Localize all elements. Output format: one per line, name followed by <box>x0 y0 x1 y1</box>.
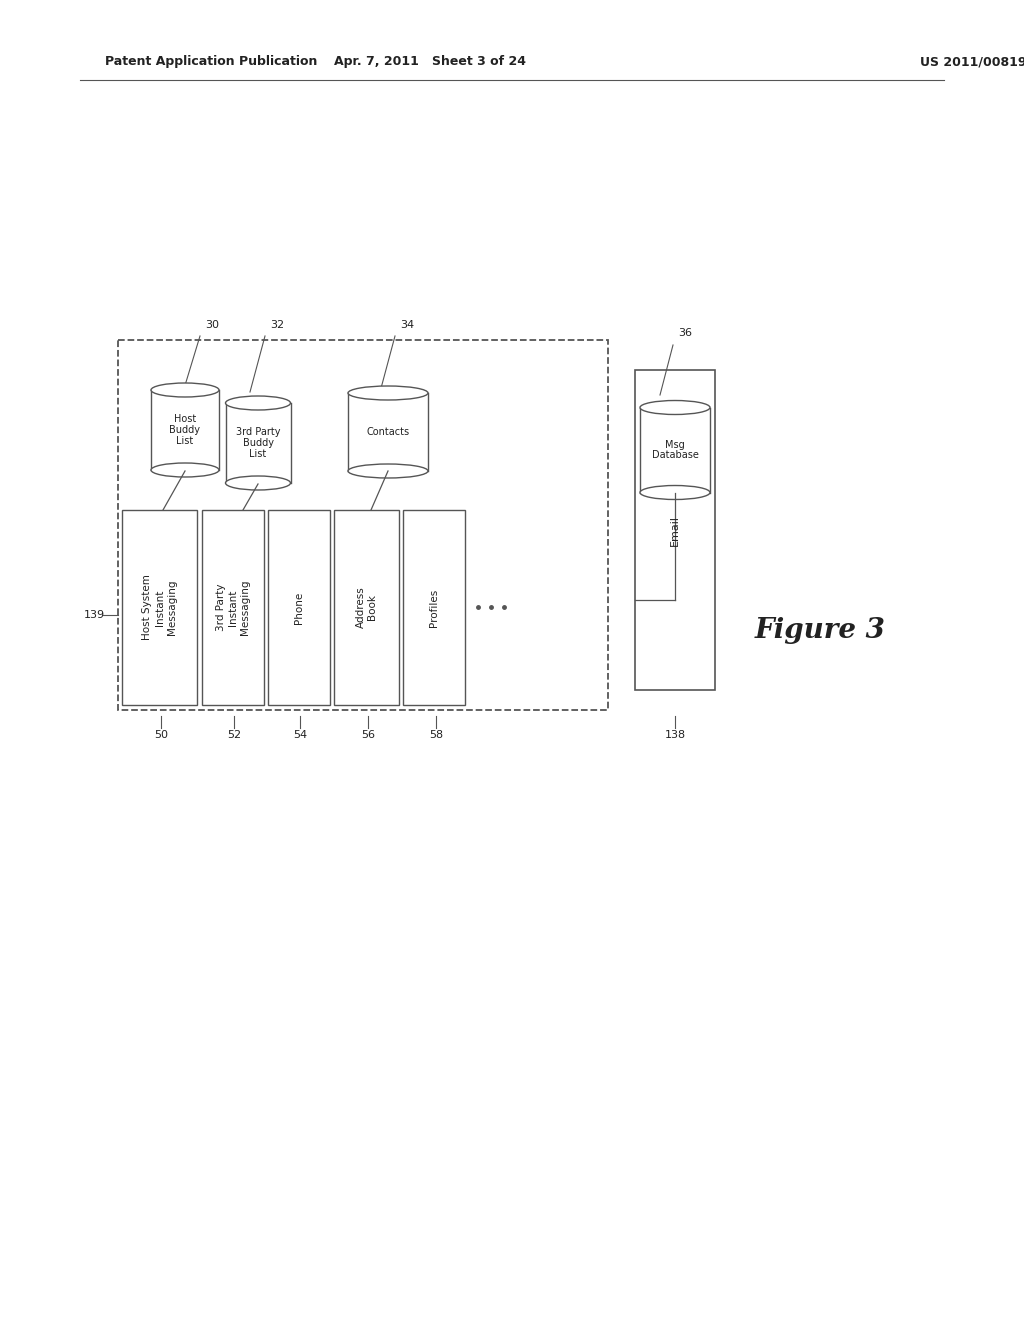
Text: List: List <box>250 449 266 459</box>
Text: 50: 50 <box>154 730 168 741</box>
Ellipse shape <box>151 383 219 397</box>
Text: 3rd Party: 3rd Party <box>216 583 226 631</box>
Bar <box>403 510 465 705</box>
Text: Profiles: Profiles <box>429 589 439 627</box>
Text: Host: Host <box>174 414 197 424</box>
Bar <box>268 510 330 705</box>
Text: Apr. 7, 2011   Sheet 3 of 24: Apr. 7, 2011 Sheet 3 of 24 <box>334 55 526 69</box>
Text: Database: Database <box>651 450 698 461</box>
Text: 30: 30 <box>205 319 219 330</box>
Ellipse shape <box>640 486 710 499</box>
Text: Instant: Instant <box>228 589 238 626</box>
Text: 36: 36 <box>678 327 692 338</box>
Text: List: List <box>176 436 194 446</box>
Text: Msg: Msg <box>666 440 685 450</box>
Bar <box>640 408 710 492</box>
Ellipse shape <box>348 465 428 478</box>
Text: 52: 52 <box>227 730 241 741</box>
Text: Address: Address <box>355 586 366 628</box>
Text: 139: 139 <box>83 610 104 620</box>
Text: Messaging: Messaging <box>240 579 250 635</box>
Bar <box>635 370 715 690</box>
Ellipse shape <box>225 396 291 411</box>
Bar <box>118 341 608 710</box>
Text: 34: 34 <box>400 319 414 330</box>
Text: Contacts: Contacts <box>367 426 410 437</box>
Text: Instant: Instant <box>155 589 165 626</box>
Text: 58: 58 <box>429 730 443 741</box>
Text: US 2011/0081920 A1: US 2011/0081920 A1 <box>920 55 1024 69</box>
Text: Host System: Host System <box>142 574 153 640</box>
Text: Patent Application Publication: Patent Application Publication <box>105 55 317 69</box>
Bar <box>122 510 197 705</box>
Text: 3rd Party: 3rd Party <box>236 426 281 437</box>
Bar <box>334 510 399 705</box>
Text: 138: 138 <box>665 730 685 741</box>
Bar <box>348 393 428 471</box>
Text: Buddy: Buddy <box>243 438 273 447</box>
Ellipse shape <box>348 385 428 400</box>
Ellipse shape <box>640 400 710 414</box>
Text: 56: 56 <box>361 730 375 741</box>
Text: Messaging: Messaging <box>167 579 176 635</box>
Bar <box>225 403 291 483</box>
Text: Figure 3: Figure 3 <box>755 616 886 644</box>
Text: 32: 32 <box>270 319 284 330</box>
Text: Phone: Phone <box>294 591 304 623</box>
Text: 54: 54 <box>293 730 307 741</box>
Text: Email: Email <box>670 515 680 545</box>
Bar <box>202 510 264 705</box>
Text: Book: Book <box>368 594 378 620</box>
Ellipse shape <box>151 463 219 477</box>
Text: Buddy: Buddy <box>170 425 201 436</box>
Bar <box>151 389 219 470</box>
Ellipse shape <box>225 477 291 490</box>
